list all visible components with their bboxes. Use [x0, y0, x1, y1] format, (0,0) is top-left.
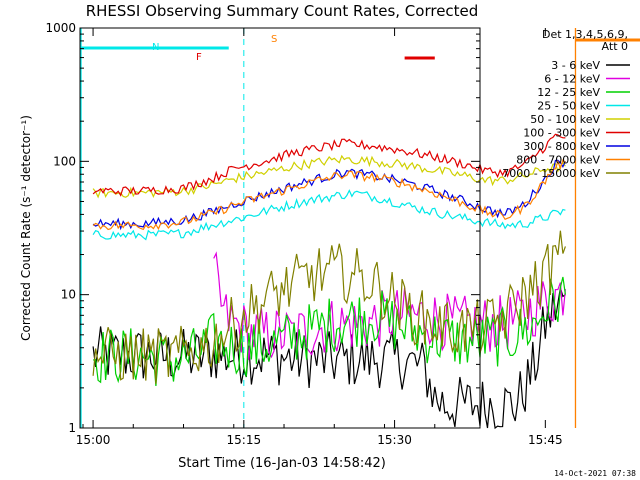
legend-label: 100 - 300 keV: [523, 127, 600, 140]
annotation-f: F: [196, 52, 202, 63]
legend-label: 25 - 50 keV: [537, 100, 600, 113]
plot-frame: [79, 27, 481, 429]
x-tick-label: 15:15: [227, 433, 262, 447]
legend-label: 800 - 7000 keV: [516, 154, 600, 167]
annotation-n: N: [152, 42, 159, 53]
series-7000-15000-kev: [92, 230, 566, 384]
annotations: N F S: [152, 34, 277, 63]
series-3-6-kev: [92, 287, 566, 430]
legend-header: Att 0: [602, 40, 628, 53]
series-segment: [92, 154, 566, 199]
annotation-s: S: [271, 34, 277, 45]
series-lines: [92, 133, 566, 430]
chart-title: RHESSI Observing Summary Count Rates, Co…: [86, 2, 479, 20]
series-segment: [92, 230, 566, 384]
series-100-300-kev: [92, 133, 566, 197]
series-segment: [93, 276, 566, 386]
x-tick-label: 15:30: [377, 433, 412, 447]
series-800-7000-kev: [92, 158, 566, 231]
legend-label: 300 - 800 keV: [523, 140, 600, 153]
legend-label: 50 - 100 keV: [530, 113, 600, 126]
x-tick-label: 15:00: [76, 433, 111, 447]
y-tick-label: 1000: [45, 21, 76, 35]
y-axis-label: Corrected Count Rate (s⁻¹ detector⁻¹): [19, 115, 33, 341]
y-axis-ticks: 1 10 100 1000: [45, 21, 480, 435]
plot-axes: [79, 27, 481, 429]
legend-label: 12 - 25 keV: [537, 86, 600, 99]
series-50-100-kev: [92, 154, 566, 199]
series-segment: [92, 158, 566, 231]
series-12-25-kev: [93, 276, 566, 386]
series-segment: [92, 287, 566, 430]
footer-timestamp: 14-Oct-2021 07:38: [554, 469, 636, 478]
y-tick-label: 1: [68, 421, 76, 435]
series-25-50-kev: [92, 189, 566, 241]
x-axis-label: Start Time (16-Jan-03 14:58:42): [178, 456, 386, 471]
y-tick-label: 10: [61, 288, 76, 302]
series-segment: [92, 189, 566, 241]
series-segment: [92, 133, 566, 197]
timeline-bars: [80, 38, 640, 60]
legend-label: 6 - 12 keV: [544, 73, 600, 86]
legend-header: Det 1,3,4,5,6,9,: [542, 28, 628, 41]
y-tick-label: 100: [53, 154, 76, 168]
legend-label: 7000 - 15000 keV: [502, 167, 600, 180]
legend-label: 3 - 6 keV: [551, 59, 600, 72]
x-tick-label: 15:45: [528, 433, 563, 447]
